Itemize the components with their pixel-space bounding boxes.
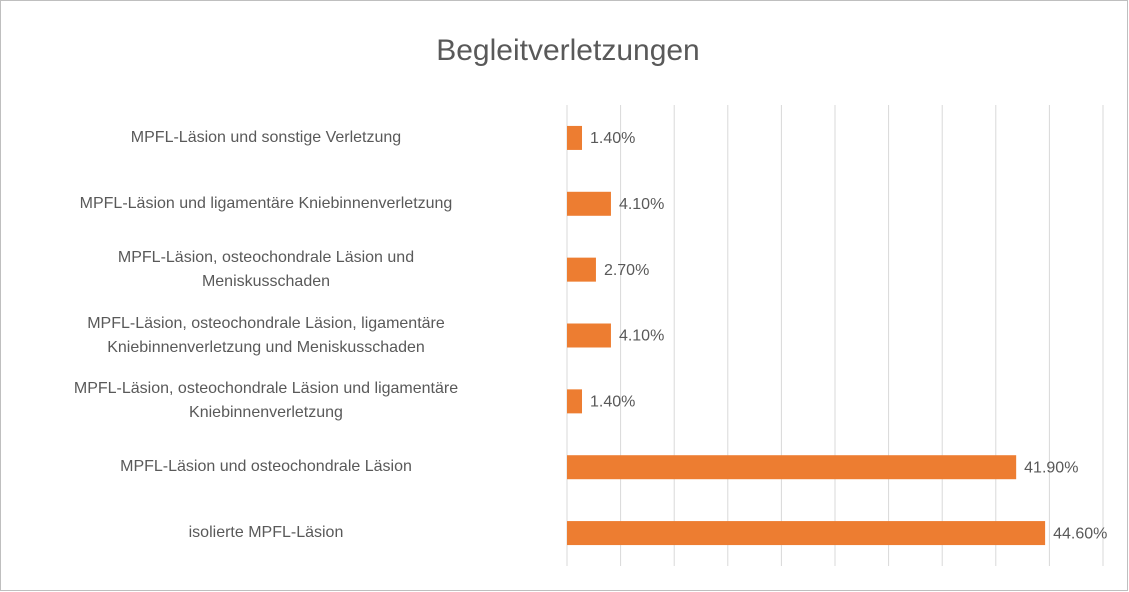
category-label: MPFL-Läsion und osteochondrale Läsion xyxy=(120,458,412,476)
value-label: 41.90% xyxy=(1024,459,1078,476)
bar xyxy=(567,191,611,216)
bar xyxy=(567,257,596,282)
value-label: 1.40% xyxy=(590,394,635,411)
category-label: MPFL-Läsion und sonstige Verletzung xyxy=(130,128,402,146)
bar xyxy=(567,521,1046,546)
category-label: MPFL-Läsion, osteochondrale Läsion, liga… xyxy=(87,314,445,356)
bar xyxy=(567,323,611,348)
bar xyxy=(567,125,583,150)
category-label: MPFL-Läsion und ligamentäre Kniebinnenve… xyxy=(79,194,453,212)
value-label: 4.10% xyxy=(619,328,664,345)
value-label: 44.60% xyxy=(1053,525,1107,542)
value-label: 2.70% xyxy=(604,262,649,279)
value-label: 4.10% xyxy=(619,196,664,213)
value-label: 1.40% xyxy=(590,130,635,147)
chart-title: Begleitverletzungen xyxy=(436,34,700,67)
category-label: MPFL-Läsion, osteochondrale Läsion und l… xyxy=(73,380,459,422)
bar xyxy=(567,455,1017,480)
category-label: MPFL-Läsion, osteochondrale Läsion und M… xyxy=(117,248,415,290)
category-label: isolierte MPFL-Läsion xyxy=(188,524,344,542)
bar xyxy=(567,389,583,414)
